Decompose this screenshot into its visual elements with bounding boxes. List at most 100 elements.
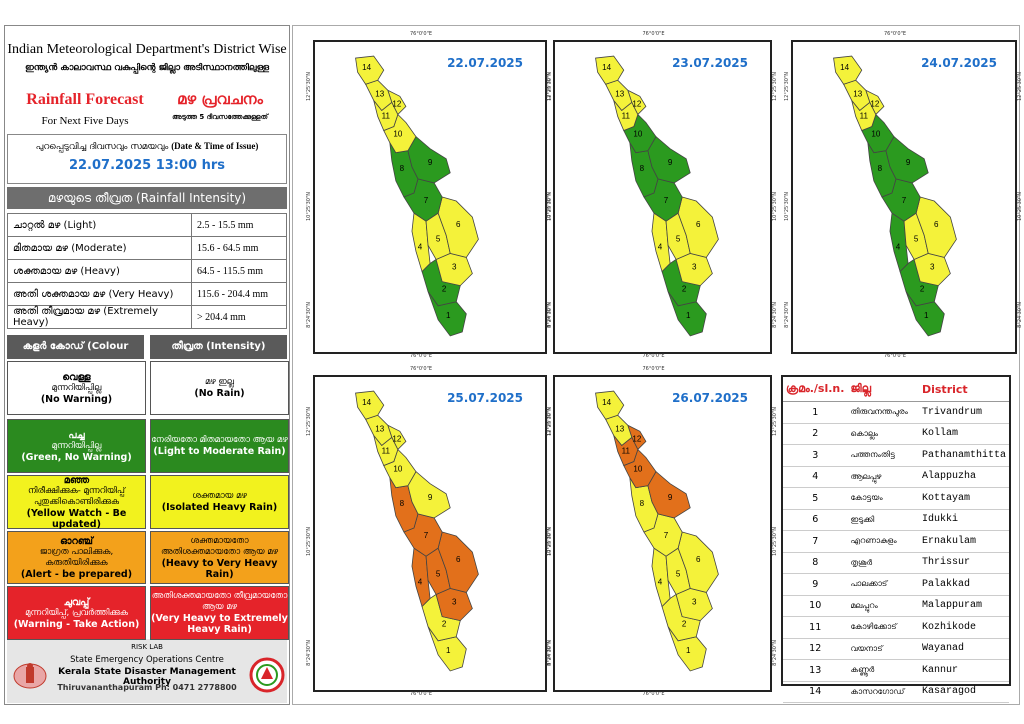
colour-name: ഓറഞ്ച് bbox=[60, 535, 93, 547]
district-name-ml: കൊല്ലം bbox=[847, 423, 919, 445]
seoc-label: State Emergency Operations Centre bbox=[70, 655, 224, 665]
district-6-region bbox=[437, 196, 479, 258]
district-4-label: 4 bbox=[896, 242, 901, 251]
forecast-title-en: Rainfall Forecast bbox=[26, 91, 144, 108]
district-12-label: 12 bbox=[870, 99, 879, 108]
district-row: 8 തൃശൂർ Thrissur bbox=[783, 552, 1009, 574]
colour-meaning-en: (Green, No Warning) bbox=[21, 451, 132, 463]
district-1-label: 1 bbox=[686, 646, 691, 655]
lat-label-north: 12°25'30"N bbox=[306, 407, 312, 437]
district-name-ml: കോഴിക്കോട് bbox=[847, 616, 919, 639]
colour-code-cell: ചുവപ്പ് മുന്നറിയിപ്പ്, പ്രവർത്തിക്കുക (W… bbox=[7, 586, 146, 640]
intensity-label: അതി തീവ്രമായ മഴ (Extremely Heavy) bbox=[7, 305, 192, 329]
district-slno: 10 bbox=[783, 595, 848, 617]
intensity-label: മിതമായ മഴ (Moderate) bbox=[7, 236, 192, 260]
maps-frame bbox=[292, 25, 1020, 705]
district-row: 12 വയനാട് Wayanad bbox=[783, 638, 1009, 660]
district-slno: 1 bbox=[783, 401, 848, 424]
ksdma-label: Kerala State Disaster Management Authori… bbox=[58, 667, 236, 687]
intensity-row: ചാറ്റൽ മഴ (Light) 2.5 - 15.5 mm bbox=[7, 213, 287, 237]
lat-label-south: 8°24'30"N bbox=[306, 302, 312, 328]
district-9-label: 9 bbox=[668, 158, 673, 167]
colour-meaning: മുന്നറിയിപ്പ്, പ്രവർത്തിക്കുക bbox=[25, 607, 128, 618]
district-name-ml: പത്തനംതിട്ട bbox=[847, 444, 919, 467]
forecast-title-ml: മഴ പ്രവചനം bbox=[177, 90, 263, 108]
district-11-label: 11 bbox=[622, 111, 631, 120]
risk-lab-label: RISK LAB bbox=[131, 643, 163, 651]
colour-meaning: നിരീക്ഷിക്കുക- മുന്നറിയിപ്പ് പുതുക്കികൊണ… bbox=[28, 485, 125, 507]
district-14-label: 14 bbox=[840, 63, 849, 72]
intensity-label: ചാറ്റൽ മഴ (Light) bbox=[7, 213, 192, 237]
colour-meaning-en: (Yellow Watch - Be updated) bbox=[26, 507, 127, 530]
district-name-en: Wayanad bbox=[918, 638, 1009, 660]
colour-code-cell: വെള്ള മുന്നറിയിപ്പില്ല (No Warning) bbox=[7, 361, 146, 415]
district-name-en: Ernakulam bbox=[918, 530, 1009, 553]
intensity-code-cell: ശക്തമായതോ അതിശക്തമായതോ ആയ മഴ (Heavy to V… bbox=[150, 531, 289, 584]
district-1-label: 1 bbox=[446, 646, 451, 655]
intensity-name-en: (Heavy to Very Heavy Rain) bbox=[161, 557, 278, 580]
district-name-en: Kannur bbox=[918, 659, 1009, 682]
lat-label-mid: 10°25'30"N bbox=[546, 192, 552, 222]
header-title-en: Indian Meteorological Department's Distr… bbox=[7, 42, 287, 57]
intensity-row: അതി തീവ്രമായ മഴ (Extremely Heavy) > 204.4… bbox=[7, 305, 287, 329]
intensity-name-ml: ശക്തമായതോ അതിശക്തമായതോ ആയ മഴ bbox=[160, 535, 279, 557]
lat-label-south: 8°24'30"N bbox=[306, 640, 312, 666]
intensity-name-ml: നേരിയതോ മിതമായതോ ആയ മഴ bbox=[151, 435, 288, 445]
map-date: 26.07.2025 bbox=[672, 391, 748, 405]
district-9-label: 9 bbox=[428, 158, 433, 167]
district-name-en: Palakkad bbox=[918, 573, 1009, 596]
district-3-label: 3 bbox=[452, 263, 457, 272]
district-name-ml: കാസറഗോഡ് bbox=[847, 681, 919, 703]
intensity-range: > 204.4 mm bbox=[191, 305, 287, 329]
district-name-ml: തൃശൂർ bbox=[847, 552, 919, 574]
district-row: 14 കാസറഗോഡ് Kasaragod bbox=[783, 681, 1009, 703]
district-8-label: 8 bbox=[400, 164, 405, 173]
intensity-row: മിതമായ മഴ (Moderate) 15.6 - 64.5 mm bbox=[7, 236, 287, 260]
lon-label-top: 76°0'0"E bbox=[884, 31, 907, 37]
intensity-name-ml: മഴ ഇല്ല bbox=[204, 377, 235, 387]
lat-label-north: 12°25'30"N bbox=[546, 407, 552, 437]
district-9-label: 9 bbox=[428, 493, 433, 502]
district-name-en: Alappuzha bbox=[918, 466, 1009, 488]
district-row: 3 പത്തനംതിട്ട Pathanamthitta bbox=[783, 444, 1009, 467]
district-name-ml: എറണാകുളം bbox=[847, 530, 919, 553]
colour-meaning-en: (Alert - be prepared) bbox=[20, 568, 133, 580]
district-row: 11 കോഴിക്കോട് Kozhikode bbox=[783, 616, 1009, 639]
forecast-map-panel: 22.07.2025 1 2 3 4 5 6 7 8 9 10 11 12 13 14 76°0'0"E 76°… bbox=[306, 31, 553, 359]
subtitle-ml: അടുത്ത 5 ദിവസത്തേക്കുള്ളത് bbox=[172, 113, 268, 121]
district-6-label: 6 bbox=[696, 555, 701, 564]
lat-label-south-right: 8°24'30"N bbox=[772, 640, 778, 666]
district-name-ml: മലപ്പുറം bbox=[847, 595, 919, 617]
intensity-row: ശക്തമായ മഴ (Heavy) 64.5 - 115.5 mm bbox=[7, 259, 287, 283]
district-table: ക്രമം./sl.n. ജില്ല District 1 തിരുവനന്തപ… bbox=[781, 375, 1011, 703]
issue-label: പുറപ്പെടുവിച്ച ദിവസവും സമയവും (Date & Ti… bbox=[8, 141, 286, 152]
district-10-label: 10 bbox=[633, 130, 642, 139]
district-12-label: 12 bbox=[632, 99, 641, 108]
intensity-range: 64.5 - 115.5 mm bbox=[191, 259, 287, 283]
lat-label-north: 12°25'30"N bbox=[784, 72, 790, 102]
district-14-region bbox=[355, 55, 385, 85]
lat-label-mid-right: 10°25'30"N bbox=[1017, 192, 1023, 222]
lon-label-bottom: 76°0'0"E bbox=[642, 353, 665, 359]
district-table-header: ക്രമം./sl.n. ജില്ല District bbox=[783, 377, 1009, 402]
intensity-heading: മഴയുടെ തീവ്രത (Rainfall Intensity) bbox=[7, 187, 287, 209]
district-5-label: 5 bbox=[914, 234, 919, 243]
district-6-label: 6 bbox=[696, 220, 701, 229]
district-7-label: 7 bbox=[664, 196, 669, 205]
col-header-district-ml: ജില്ല bbox=[847, 377, 919, 402]
forecast-map-panel: 24.07.2025 1 2 3 4 5 6 7 8 9 10 11 12 13 14 76°0'0"E 76°… bbox=[784, 31, 1023, 359]
district-6-region bbox=[677, 531, 719, 593]
district-14-label: 14 bbox=[602, 63, 611, 72]
intensity-code-cell: അതിശക്തമായതോ തീവ്രമായതോ ആയ മഴ (Very Heav… bbox=[150, 586, 289, 640]
intensity-row: അതി ശക്തമായ മഴ (Very Heavy) 115.6 - 204.4… bbox=[7, 282, 287, 306]
district-8-label: 8 bbox=[878, 164, 883, 173]
forecast-map-panel: 25.07.2025 1 2 3 4 5 6 7 8 9 10 11 12 13 14 76°0'0"E 76°… bbox=[306, 366, 553, 697]
subtitle-en: For Next Five Days bbox=[41, 115, 129, 127]
lon-label-bottom: 76°0'0"E bbox=[642, 691, 665, 697]
district-name-en: Thrissur bbox=[918, 552, 1009, 574]
footer: RISK LAB State Emergency Operations Cent… bbox=[7, 639, 287, 703]
district-14-region bbox=[595, 390, 625, 420]
